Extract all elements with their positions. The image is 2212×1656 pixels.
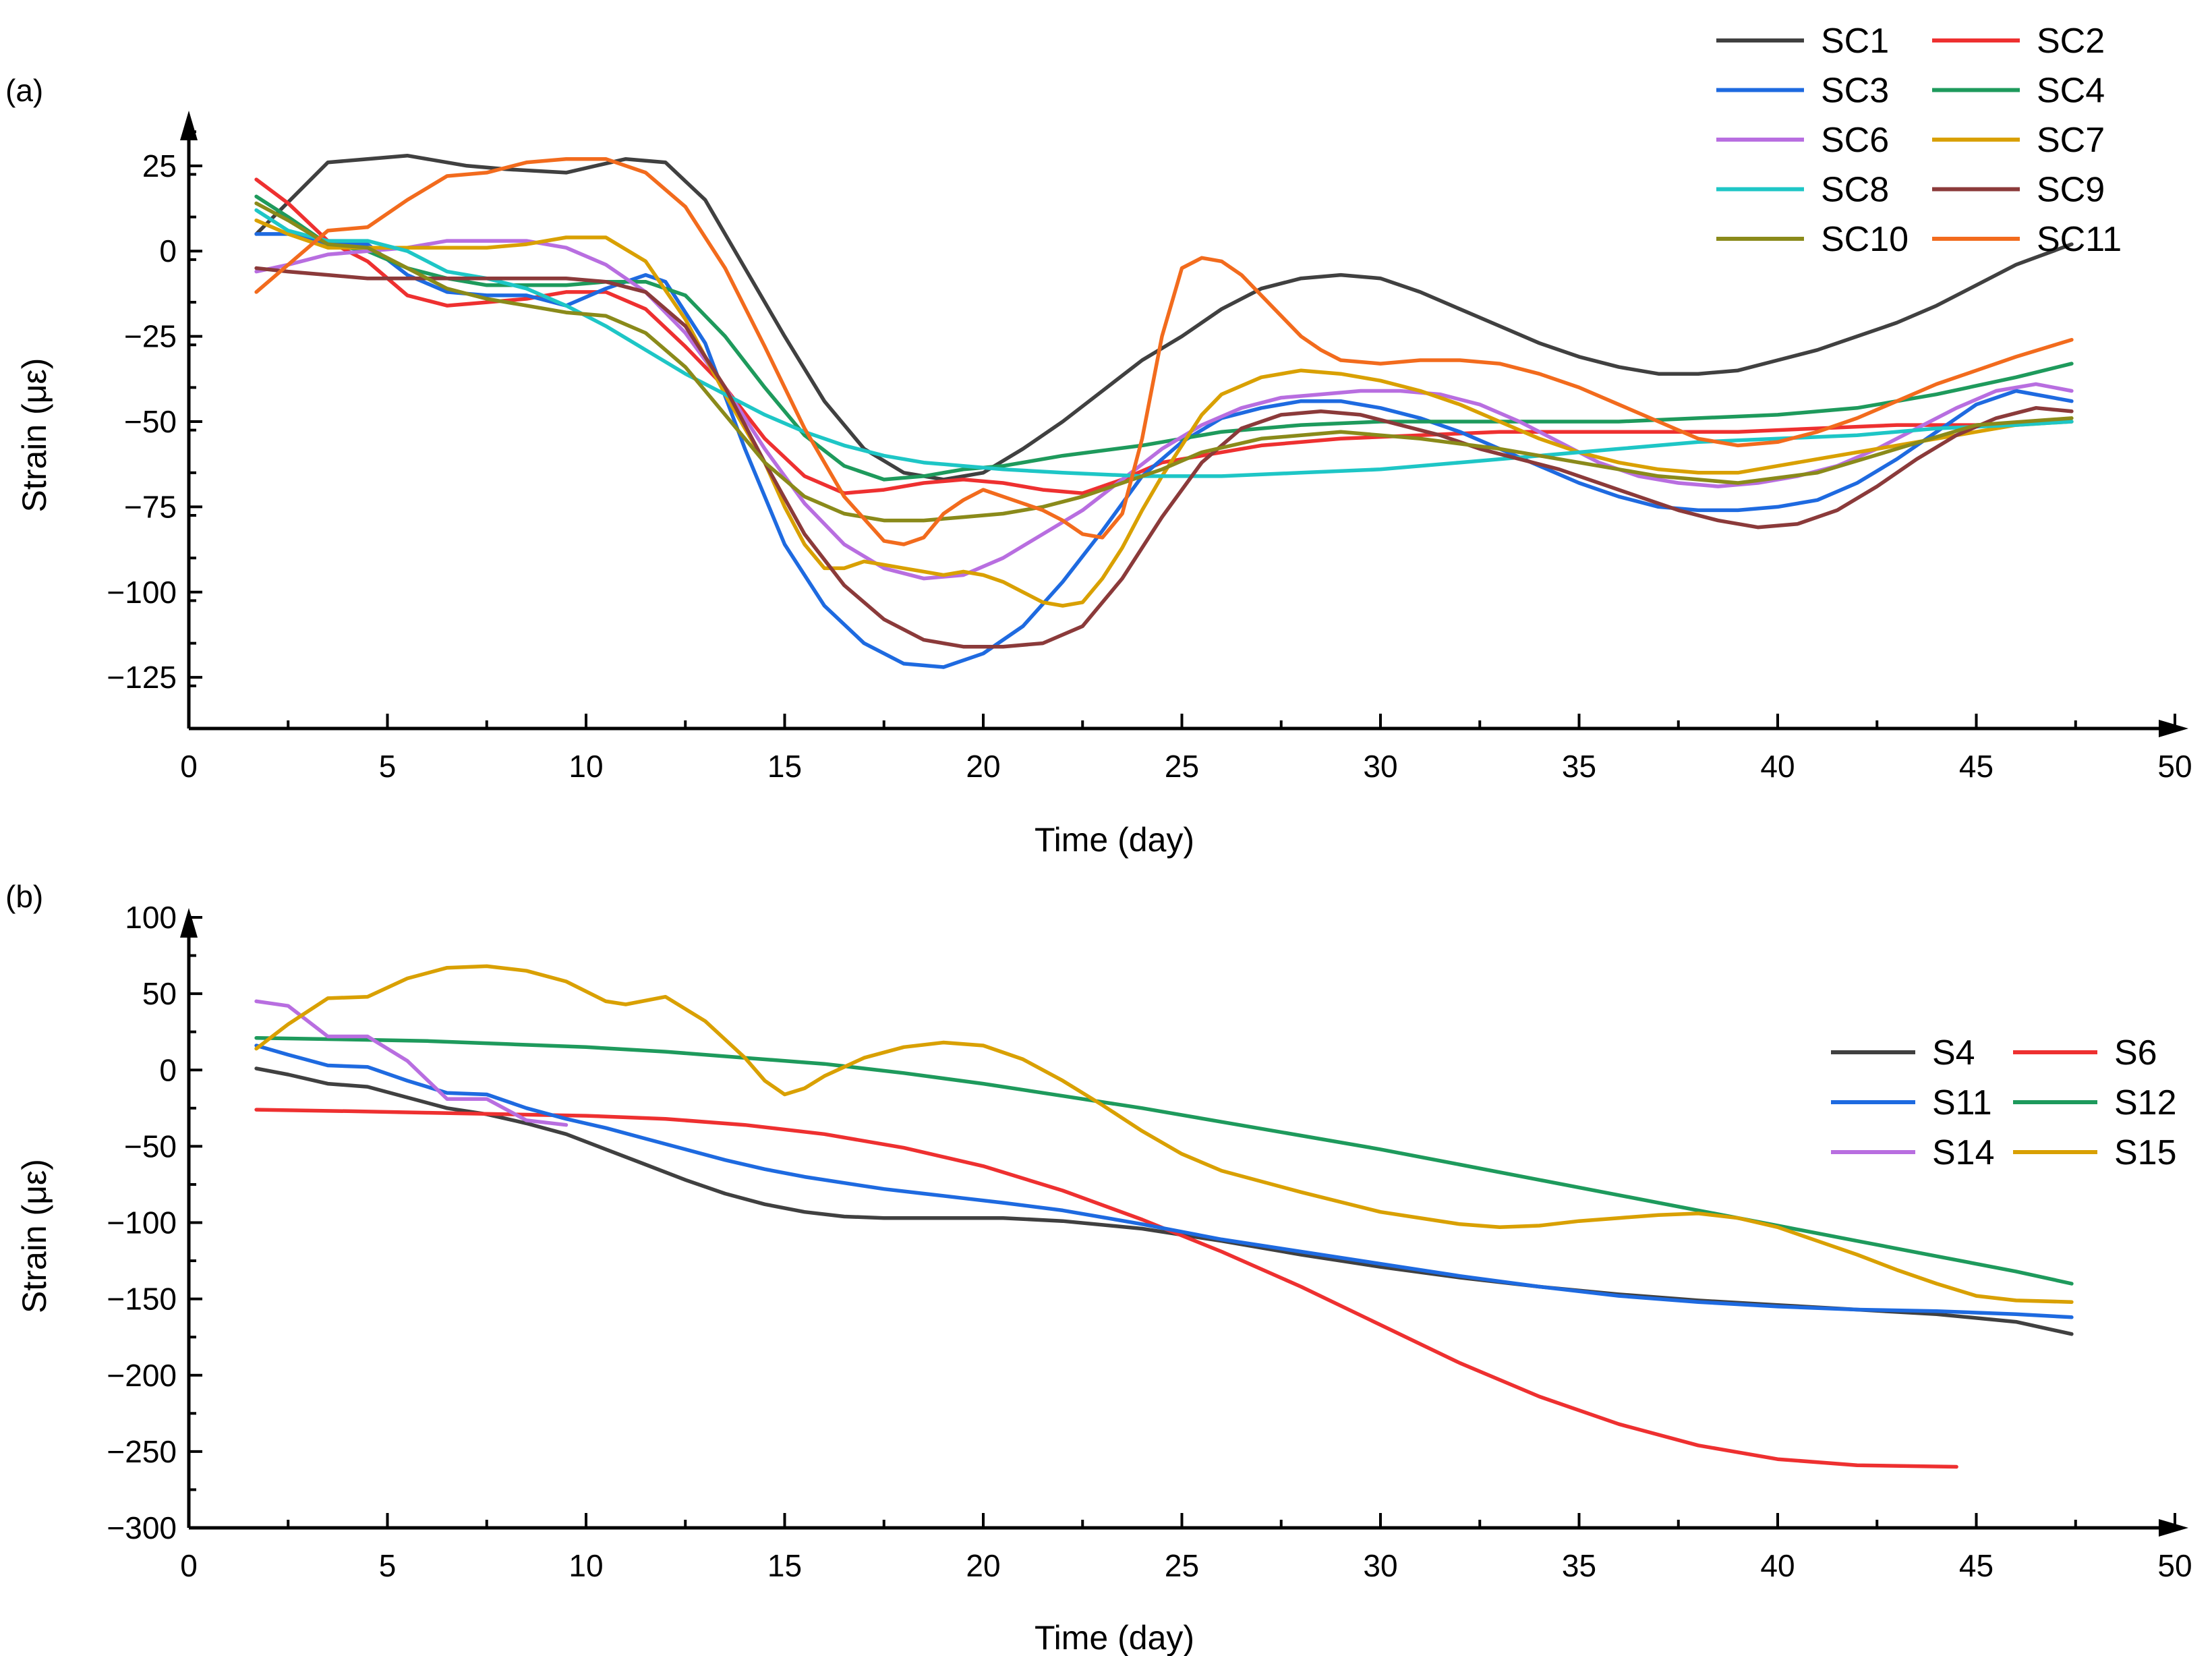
y-axis-title: Strain (με)	[16, 1159, 53, 1313]
legend-label-sc1: SC1	[1821, 22, 1889, 61]
x-tick-label: 20	[966, 1548, 1000, 1583]
y-tick-label: 50	[142, 976, 177, 1011]
x-tick-label: 10	[569, 1548, 603, 1583]
series-line-sc6	[254, 239, 2074, 581]
x-tick-label: 35	[1562, 1548, 1596, 1583]
x-axis-title: Time (day)	[1035, 1619, 1194, 1656]
y-tick-label: −200	[107, 1358, 177, 1393]
y-tick-label: −50	[124, 404, 177, 439]
panel-label: (a)	[5, 73, 43, 108]
legend-label-sc9: SC9	[2037, 171, 2105, 210]
x-tick-label: 30	[1363, 1548, 1397, 1583]
x-tick-label: 45	[1959, 1548, 1993, 1583]
y-tick-label: −250	[107, 1434, 177, 1469]
legend-label-s11: S11	[1932, 1083, 1992, 1122]
x-tick-label: 15	[767, 1548, 802, 1583]
series-line-sc7	[254, 218, 2074, 608]
legend-label-sc2: SC2	[2037, 22, 2105, 61]
panel-b-chart: (b) 0 5 10 15 20 25 30 35 40 45 50 100 50 0 −50 −100 −150…	[5, 879, 2192, 1656]
legend-label-sc3: SC3	[1821, 72, 1889, 111]
y-tick-label: −300	[107, 1510, 177, 1545]
x-axis-title: Time (day)	[1035, 821, 1194, 859]
y-tick-label: 0	[159, 233, 177, 268]
x-tick-label: 35	[1562, 749, 1596, 784]
legend-label-s6: S6	[2114, 1033, 2157, 1073]
x-tick-label: 5	[379, 749, 397, 784]
y-axis-arrow	[180, 908, 198, 938]
x-tick-label: 0	[180, 749, 198, 784]
legend: SC1 SC2 SC3 SC4 SC6 SC7 SC8 SC9 SC10 SC11	[1716, 22, 2122, 259]
legend-label-sc10: SC10	[1821, 220, 1909, 259]
y-tick-label: 0	[159, 1052, 177, 1087]
x-tick-label: 45	[1959, 749, 1993, 784]
x-tick-label: 40	[1760, 749, 1795, 784]
legend-label-s4: S4	[1932, 1033, 1975, 1073]
y-tick-label: −150	[107, 1282, 177, 1317]
x-tick-label: 5	[379, 1548, 397, 1583]
panel-label: (b)	[5, 879, 43, 914]
x-tick-label: 20	[966, 749, 1000, 784]
y-axis-title: Strain (με)	[16, 358, 53, 513]
series-line-s6	[254, 1108, 1958, 1469]
x-tick-label: 50	[2157, 1548, 2192, 1583]
y-tick-label: −100	[107, 575, 177, 610]
panel-a-chart: (a) 0 5 10 15 20 25 30 35 40 45 50 25 0 −25 −50 −75 −100 −…	[5, 22, 2192, 859]
y-tick-label: −25	[124, 319, 177, 354]
series-line-sc2	[254, 177, 2074, 495]
legend-label-sc11: SC11	[2037, 220, 2122, 259]
y-tick-label: −125	[107, 660, 177, 695]
x-tick-label: 0	[180, 1548, 198, 1583]
y-tick-label: −75	[124, 489, 177, 524]
legend-label-s14: S14	[1932, 1133, 1995, 1172]
series-line-sc8	[254, 208, 2074, 478]
legend-label-s15: S15	[2114, 1133, 2177, 1172]
legend: S4 S6 S11 S12 S14 S15	[1831, 1033, 2177, 1172]
legend-label-sc8: SC8	[1821, 171, 1889, 210]
x-tick-label: 25	[1165, 1548, 1199, 1583]
series-line-sc11	[254, 156, 2074, 546]
legend-label-sc6: SC6	[1821, 121, 1889, 160]
series-line-sc10	[254, 201, 2074, 523]
series-line-sc1	[254, 153, 2074, 482]
y-axis-arrow	[180, 111, 198, 140]
y-tick-label: 100	[125, 900, 177, 935]
series-line-s11	[254, 1044, 2074, 1319]
y-tick-label: −100	[107, 1205, 177, 1240]
x-tick-label: 25	[1165, 749, 1199, 784]
legend-label-s12: S12	[2114, 1083, 2177, 1122]
x-tick-label: 30	[1363, 749, 1397, 784]
series-line-s15	[254, 964, 2074, 1304]
x-tick-label: 50	[2157, 749, 2192, 784]
series-line-sc9	[254, 266, 2074, 649]
y-tick-label: 25	[142, 148, 177, 183]
x-tick-label: 15	[767, 749, 802, 784]
x-tick-label: 10	[569, 749, 603, 784]
legend-label-sc4: SC4	[2037, 72, 2105, 111]
series-line-s12	[254, 1035, 2074, 1286]
x-tick-label: 40	[1760, 1548, 1795, 1583]
y-tick-label: −50	[124, 1129, 177, 1164]
legend-label-sc7: SC7	[2037, 121, 2105, 160]
